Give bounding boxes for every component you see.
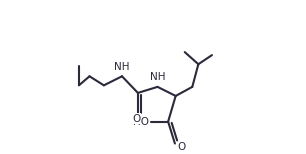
Text: O: O <box>178 142 186 152</box>
Text: NH: NH <box>150 72 165 82</box>
Text: HO: HO <box>133 117 149 127</box>
Text: O: O <box>132 114 140 124</box>
Text: NH: NH <box>114 62 130 72</box>
